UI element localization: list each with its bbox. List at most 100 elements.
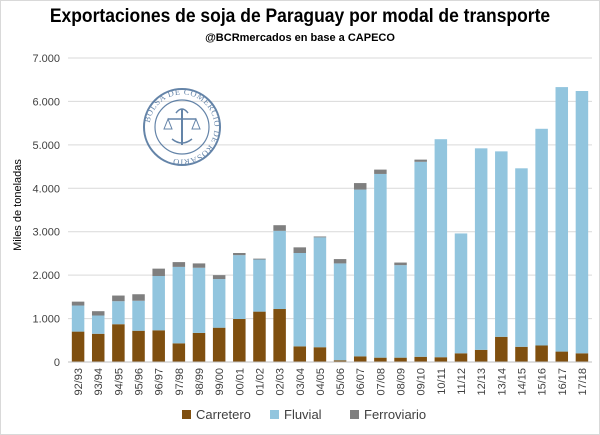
bar-fluvial-12-13	[474, 148, 488, 350]
x-tick-label: 11/12	[456, 368, 468, 395]
x-tick-label: 10/11	[436, 368, 448, 395]
x-tick-label: 12/13	[476, 368, 488, 396]
x-tick-label: 03/04	[295, 368, 307, 396]
y-tick-label: 0	[54, 357, 60, 369]
x-tick-label: 06/07	[355, 368, 367, 396]
bar-ferroviario-00-01	[233, 252, 246, 256]
bar-fluvial-08-09	[394, 265, 407, 358]
bar-fluvial-06-07	[353, 189, 367, 357]
bar-fluvial-94-95	[112, 301, 125, 325]
bar-ferroviario-92-93	[71, 301, 85, 306]
bar-carretero-97-98	[172, 343, 186, 362]
bar-ferroviario-05-06	[333, 259, 347, 264]
bar-ferroviario-09-10	[414, 159, 427, 162]
seal-watermark: BOLSA DE COMERCIO DE ROSARIO	[142, 86, 222, 167]
x-tick-label: 95/96	[134, 368, 146, 396]
bar-fluvial-98-99	[192, 267, 206, 333]
y-tick-label: 6.000	[32, 96, 60, 108]
bar-carretero-96-97	[152, 330, 165, 362]
x-tick-label: 96/97	[154, 368, 166, 396]
bar-fluvial-95-96	[132, 300, 145, 331]
bar-carretero-10-11	[434, 357, 448, 362]
x-tick-label: 01/02	[254, 368, 266, 396]
bar-carretero-09-10	[414, 356, 427, 362]
bar-fluvial-97-98	[172, 266, 186, 344]
bar-fluvial-07-08	[374, 173, 387, 358]
x-tick-label: 09/10	[416, 368, 428, 396]
bar-carretero-05-06	[333, 360, 347, 362]
bar-carretero-01-02	[253, 311, 266, 362]
x-tick-label: 07/08	[375, 368, 387, 396]
bar-series	[71, 87, 589, 362]
bar-ferroviario-96-97	[152, 268, 165, 277]
legend-label-fluvial: Fluvial	[284, 407, 322, 422]
bar-fluvial-14-15	[515, 168, 528, 347]
bar-fluvial-10-11	[434, 139, 448, 358]
bar-carretero-11-12	[454, 353, 468, 362]
x-tick-label: 15/16	[537, 368, 549, 396]
bar-ferroviario-08-09	[394, 262, 407, 266]
x-tick-label: 02/03	[275, 368, 287, 396]
bar-carretero-13-14	[495, 336, 508, 362]
bar-carretero-02-03	[273, 309, 286, 362]
y-tick-label: 7.000	[32, 53, 60, 65]
x-tick-label: 05/06	[335, 368, 347, 396]
legend: Carretero Fluvial Ferroviario	[182, 407, 426, 422]
bar-ferroviario-01-02	[253, 258, 266, 260]
bar-fluvial-11-12	[454, 233, 468, 354]
x-tick-label: 93/94	[93, 368, 105, 396]
bar-carretero-03-04	[293, 346, 307, 362]
legend-swatch-ferroviario	[350, 410, 359, 419]
bar-ferroviario-04-05	[313, 236, 327, 238]
chart-subtitle: @BCRmercados en base a CAPECO	[205, 32, 395, 44]
bar-ferroviario-93-94	[91, 311, 105, 316]
x-tick-label: 14/15	[516, 368, 528, 396]
bar-carretero-16-17	[555, 351, 569, 362]
bar-carretero-14-15	[515, 346, 528, 362]
bar-ferroviario-94-95	[112, 295, 125, 302]
bar-fluvial-92-93	[71, 305, 85, 332]
x-tick-label: 16/17	[557, 368, 569, 396]
bar-ferroviario-06-07	[353, 183, 367, 190]
y-axis-label: Miles de toneladas	[12, 159, 24, 251]
bar-fluvial-00-01	[233, 255, 246, 320]
legend-label-ferroviario: Ferroviario	[364, 407, 426, 422]
bar-fluvial-09-10	[414, 161, 427, 357]
y-tick-label: 3.000	[32, 227, 60, 239]
bar-carretero-08-09	[394, 357, 407, 362]
bar-carretero-12-13	[474, 349, 488, 362]
bar-ferroviario-07-08	[374, 169, 387, 174]
x-tick-label: 94/95	[113, 368, 125, 396]
y-tick-label: 4.000	[32, 183, 60, 195]
bar-carretero-17-18	[575, 353, 589, 362]
bar-carretero-07-08	[374, 357, 387, 362]
y-tick-label: 1.000	[32, 314, 60, 326]
bar-fluvial-16-17	[555, 87, 569, 352]
bar-carretero-93-94	[91, 333, 105, 362]
bar-fluvial-17-18	[575, 91, 589, 354]
bar-carretero-95-96	[132, 330, 145, 362]
legend-swatch-fluvial	[270, 410, 279, 419]
legend-label-carretero: Carretero	[196, 407, 251, 422]
bar-carretero-00-01	[233, 319, 246, 362]
x-tick-label: 08/09	[396, 368, 408, 396]
y-axis-ticks: 0 1.000 2.000 3.000 4.000 5.000 6.000 7.000	[32, 53, 60, 369]
bar-fluvial-96-97	[152, 276, 165, 331]
x-tick-label: 13/14	[496, 368, 508, 396]
bar-fluvial-05-06	[333, 263, 347, 361]
bar-ferroviario-98-99	[192, 263, 206, 268]
bar-carretero-06-07	[353, 356, 367, 362]
bar-ferroviario-03-04	[293, 247, 307, 253]
bar-carretero-04-05	[313, 347, 327, 362]
bar-ferroviario-97-98	[172, 262, 186, 267]
bar-fluvial-93-94	[91, 315, 105, 334]
bar-ferroviario-99-00	[212, 275, 226, 280]
x-tick-label: 17/18	[577, 368, 589, 396]
bar-fluvial-01-02	[253, 259, 266, 312]
x-tick-label: 99/00	[214, 368, 226, 396]
bar-carretero-94-95	[112, 324, 125, 362]
x-tick-label: 98/99	[194, 368, 206, 396]
bar-fluvial-13-14	[495, 151, 508, 337]
bar-carretero-15-16	[535, 345, 548, 362]
bar-fluvial-99-00	[212, 279, 226, 328]
